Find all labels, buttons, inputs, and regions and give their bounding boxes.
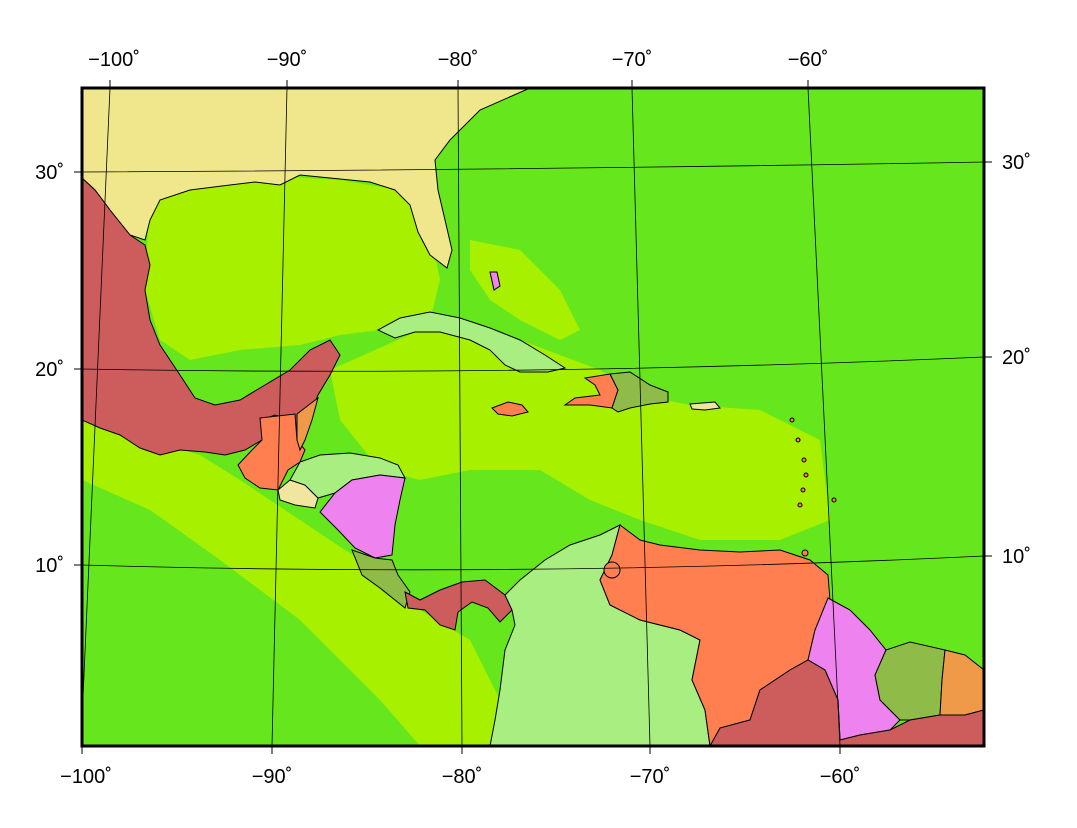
top-lon-label: −70˚ bbox=[612, 49, 653, 71]
bottom-lon-label: −60˚ bbox=[820, 766, 861, 788]
right-latitude-labels: 30˚ 20˚ 10˚ bbox=[1002, 152, 1031, 568]
lon-line--80 bbox=[457, 88, 463, 746]
mexico bbox=[82, 177, 341, 456]
bottom-lon-label: −80˚ bbox=[442, 766, 483, 788]
lat-line-30 bbox=[82, 161, 984, 173]
cuba bbox=[376, 311, 567, 373]
lon-line--70 bbox=[631, 88, 651, 746]
graticule bbox=[82, 88, 984, 746]
pacific-shelf bbox=[82, 420, 500, 746]
belize bbox=[296, 396, 319, 452]
top-lon-label: −60˚ bbox=[788, 49, 829, 71]
right-lat-label: 30˚ bbox=[1002, 152, 1031, 174]
frame-ticks bbox=[74, 80, 992, 754]
lon-line--90 bbox=[271, 88, 288, 746]
map-frame bbox=[80, 86, 986, 748]
lesser-antilles bbox=[603, 417, 837, 579]
caribbean-shelf bbox=[330, 330, 830, 540]
right-lat-label: 10˚ bbox=[1002, 546, 1031, 568]
map-area bbox=[82, 88, 984, 746]
usa bbox=[82, 88, 531, 269]
bahamas-shelf bbox=[470, 240, 580, 340]
top-lon-label: −100˚ bbox=[88, 49, 140, 71]
top-lon-label: −80˚ bbox=[438, 49, 479, 71]
puerto-rico bbox=[689, 401, 721, 411]
gulf-of-mexico-shelf bbox=[145, 175, 440, 360]
lon-line--100 bbox=[82, 88, 111, 721]
top-lon-label: −90˚ bbox=[267, 49, 308, 71]
left-lat-label: 30˚ bbox=[35, 162, 64, 184]
dominican-republic bbox=[609, 371, 669, 413]
lat-line-20 bbox=[82, 356, 984, 372]
right-lat-label: 20˚ bbox=[1002, 347, 1031, 369]
left-lat-label: 10˚ bbox=[35, 555, 64, 577]
bahamas bbox=[489, 271, 501, 291]
bottom-lon-label: −100˚ bbox=[60, 766, 112, 788]
nicaragua bbox=[319, 474, 406, 559]
left-lat-label: 20˚ bbox=[35, 359, 64, 381]
panama bbox=[404, 579, 513, 631]
bottom-longitude-labels: −100˚ −90˚ −80˚ −70˚ −60˚ bbox=[60, 766, 860, 788]
top-longitude-labels: −100˚ −90˚ −80˚ −70˚ −60˚ bbox=[88, 49, 828, 71]
left-latitude-labels: 30˚ 20˚ 10˚ bbox=[35, 162, 64, 577]
bottom-lon-label: −70˚ bbox=[630, 766, 671, 788]
brazil bbox=[700, 659, 984, 746]
bottom-lon-label: −90˚ bbox=[252, 766, 293, 788]
lat-line-10 bbox=[82, 555, 984, 571]
lon-line--60 bbox=[807, 88, 841, 746]
jamaica bbox=[491, 401, 529, 417]
